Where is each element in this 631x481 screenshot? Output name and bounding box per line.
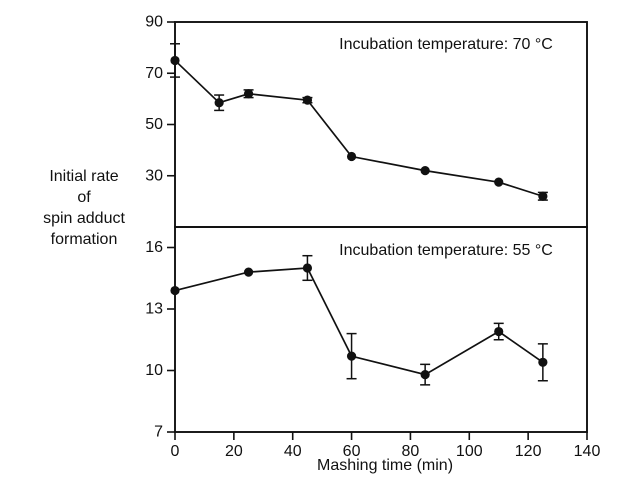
tick-label: 7 (154, 424, 163, 441)
tick-label: 100 (456, 443, 483, 460)
tick-label: 40 (284, 443, 302, 460)
tick-label: 90 (145, 14, 163, 31)
y-axis-label-line-3: spin adduct (43, 210, 125, 227)
data-point (538, 191, 548, 201)
y-axis-label: Initial rate of spin adduct formation (18, 166, 150, 250)
data-point (346, 151, 357, 162)
series-line (174, 59, 544, 198)
y-axis-label-line-1: Initial rate (49, 168, 119, 185)
tick-label: 140 (574, 443, 601, 460)
data-point (538, 357, 548, 367)
data-point (494, 177, 504, 187)
data-point (170, 55, 180, 66)
bottom-panel-annotation: Incubation temperature: 55 °C (339, 242, 553, 259)
data-point (243, 89, 254, 99)
y-axis-label-line-4: formation (50, 231, 118, 248)
data-point (346, 351, 357, 361)
data-point (214, 98, 224, 108)
data-point (170, 285, 180, 296)
top-panel-annotation: Incubation temperature: 70 °C (339, 36, 553, 53)
tick-label: 30 (145, 167, 163, 184)
data-point (243, 267, 254, 277)
data-point (302, 95, 313, 105)
y-axis-label-line-2: of (77, 189, 91, 206)
tick-label: 16 (145, 239, 163, 256)
tick-label: 120 (515, 443, 542, 460)
tick-label: 20 (225, 443, 243, 460)
data-point (494, 326, 504, 337)
series-line (174, 267, 544, 376)
tick-label: 0 (171, 443, 180, 460)
tick-label: 13 (145, 301, 163, 318)
data-point (420, 166, 430, 176)
tick-label: 80 (402, 443, 420, 460)
panel-border (174, 226, 588, 433)
tick-label: 70 (145, 65, 163, 82)
tick-label: 10 (145, 362, 163, 379)
data-point (420, 370, 430, 380)
data-point (302, 263, 313, 273)
tick-label: 60 (343, 443, 361, 460)
x-axis-label: Mashing time (min) (316, 457, 454, 474)
tick-label: 50 (145, 116, 163, 133)
